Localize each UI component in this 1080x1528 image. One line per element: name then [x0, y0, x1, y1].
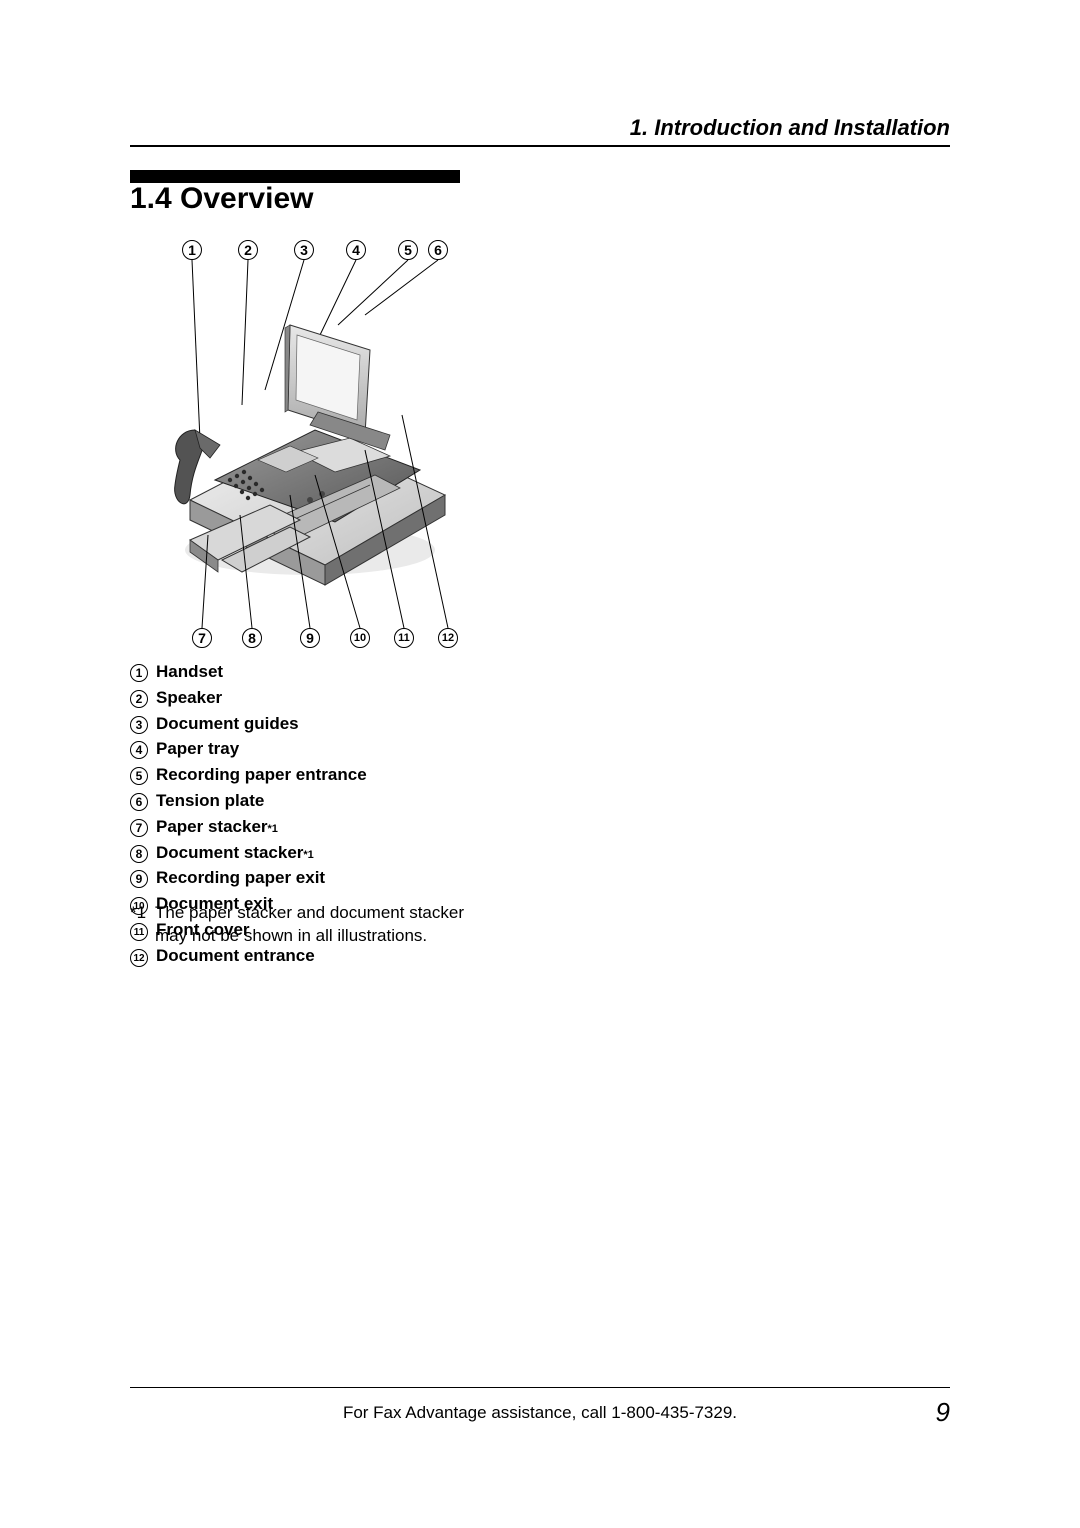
chapter-title: 1. Introduction and Installation: [630, 115, 950, 141]
callout-5: 5: [398, 240, 418, 260]
callout-12: 12: [438, 628, 458, 648]
parts-list-label: Document guides: [156, 712, 299, 736]
parts-list-label: Handset: [156, 660, 223, 684]
parts-list-number: 4: [130, 741, 148, 759]
callout-3: 3: [294, 240, 314, 260]
parts-list-number: 3: [130, 716, 148, 734]
parts-list-label: Paper stacker: [156, 815, 268, 839]
leader-lines-bottom: [160, 240, 470, 650]
parts-list-sup: *1: [268, 822, 278, 837]
parts-list-item: 8 Document stacker*1: [130, 841, 367, 865]
callout-9: 9: [300, 628, 320, 648]
parts-list-label: Recording paper entrance: [156, 763, 367, 787]
footnote-text: The paper stacker and document stacker m…: [155, 902, 464, 948]
section-heading: 1.4 Overview: [130, 182, 313, 216]
footer-rule: [130, 1387, 950, 1388]
parts-list-item: 9 Recording paper exit: [130, 866, 367, 890]
parts-list-number: 6: [130, 793, 148, 811]
footnote-marker: *1: [130, 902, 155, 948]
parts-list-number: 2: [130, 690, 148, 708]
parts-list-number: 12: [130, 949, 148, 967]
overview-diagram: 123456 789101112: [160, 240, 470, 650]
parts-list-label: Document stacker: [156, 841, 303, 865]
header-rule: [130, 145, 950, 147]
callout-6: 6: [428, 240, 448, 260]
page-number: 9: [936, 1397, 950, 1428]
footnote: *1 The paper stacker and document stacke…: [130, 902, 464, 948]
parts-list-number: 9: [130, 870, 148, 888]
parts-list-label: Paper tray: [156, 737, 239, 761]
manual-page: 1. Introduction and Installation 1.4 Ove…: [0, 0, 1080, 1528]
callout-8: 8: [242, 628, 262, 648]
parts-list-item: 1 Handset: [130, 660, 367, 684]
callout-4: 4: [346, 240, 366, 260]
parts-list-item: 2 Speaker: [130, 686, 367, 710]
footer-text: For Fax Advantage assistance, call 1-800…: [0, 1403, 1080, 1423]
parts-list-item: 4 Paper tray: [130, 737, 367, 761]
parts-list-sup: *1: [303, 848, 313, 863]
callout-1: 1: [182, 240, 202, 260]
callout-11: 11: [394, 628, 414, 648]
callout-10: 10: [350, 628, 370, 648]
parts-list-label: Speaker: [156, 686, 222, 710]
callout-2: 2: [238, 240, 258, 260]
parts-list-item: 6 Tension plate: [130, 789, 367, 813]
parts-list-item: 3 Document guides: [130, 712, 367, 736]
parts-list-number: 1: [130, 664, 148, 682]
parts-list-number: 5: [130, 767, 148, 785]
parts-list-label: Recording paper exit: [156, 866, 325, 890]
parts-list-item: 7 Paper stacker*1: [130, 815, 367, 839]
callout-7: 7: [192, 628, 212, 648]
parts-list-number: 7: [130, 819, 148, 837]
parts-list-item: 5 Recording paper entrance: [130, 763, 367, 787]
parts-list-label: Tension plate: [156, 789, 264, 813]
parts-list-number: 8: [130, 845, 148, 863]
